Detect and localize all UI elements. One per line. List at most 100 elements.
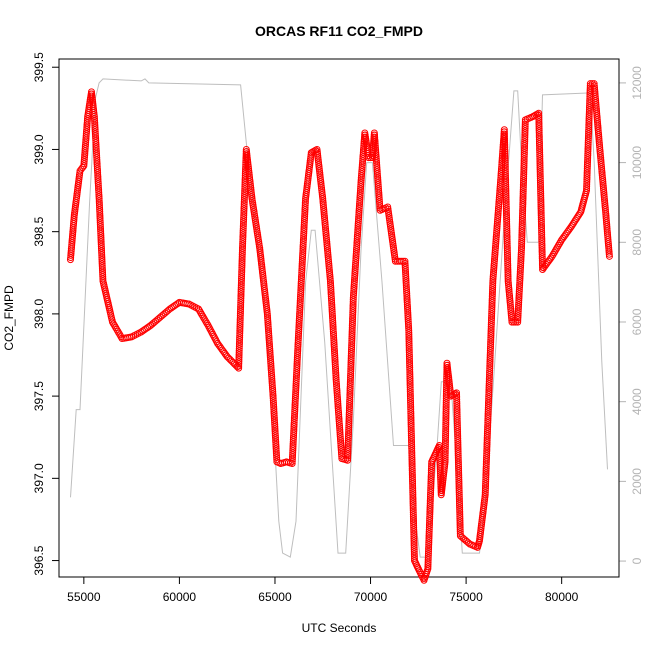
co2-point	[410, 528, 418, 536]
co2-point	[487, 334, 495, 342]
co2-point	[584, 149, 592, 157]
co2-point	[498, 163, 506, 171]
co2-point	[505, 281, 513, 289]
co2-point	[298, 264, 306, 272]
co2-point	[409, 508, 417, 516]
co2-point	[174, 299, 182, 307]
co2-point	[344, 441, 352, 449]
co2-point	[500, 126, 508, 134]
co2-point	[482, 467, 490, 475]
co2-point	[482, 465, 490, 473]
co2-point	[487, 342, 495, 350]
co2-point	[504, 279, 512, 287]
co2-point	[263, 312, 271, 320]
x-axis: 55000 60000 65000 70000 75000 80000	[67, 577, 579, 604]
co2-point	[520, 146, 528, 154]
co2-point	[235, 364, 243, 372]
co2-point	[454, 454, 462, 462]
co2-point	[484, 404, 492, 412]
co2-point	[93, 152, 101, 159]
co2-point	[455, 482, 463, 490]
co2-point	[426, 510, 434, 518]
co2-point	[326, 268, 334, 276]
co2-point	[426, 506, 434, 514]
co2-point	[95, 193, 103, 201]
co2-point	[596, 145, 604, 153]
co2-point	[326, 273, 334, 281]
co2-point	[406, 379, 414, 387]
co2-point	[355, 204, 363, 212]
y-tick-label: 399.5	[32, 52, 46, 82]
co2-point	[293, 367, 301, 375]
co2-point	[501, 134, 509, 142]
co2-point	[494, 205, 502, 213]
co2-point	[585, 123, 593, 131]
co2-point	[585, 112, 593, 120]
co2-point	[240, 205, 248, 213]
co2-point	[538, 237, 546, 245]
co2-point	[272, 445, 280, 453]
co2-point	[537, 192, 545, 200]
co2-point	[337, 439, 345, 447]
co2-point	[455, 480, 463, 488]
co2-point	[488, 290, 496, 298]
co2-point	[352, 252, 360, 260]
co2-point	[410, 539, 418, 547]
co2-point	[485, 373, 493, 381]
co2-point	[239, 233, 247, 241]
co2-point	[521, 125, 529, 133]
co2-point	[265, 340, 273, 348]
co2-point	[299, 247, 307, 255]
co2-point	[441, 443, 449, 451]
co2-point	[297, 288, 305, 296]
co2-point	[272, 436, 280, 444]
co2-point	[266, 353, 274, 361]
co2-point	[455, 465, 463, 473]
co2-point	[537, 211, 545, 219]
co2-point	[297, 275, 305, 283]
co2-point	[537, 194, 545, 202]
co2-point	[409, 493, 417, 501]
co2-point	[405, 326, 413, 334]
co2-point	[455, 471, 463, 479]
co2-point	[536, 177, 544, 185]
co2-point	[408, 456, 416, 464]
co2-point	[294, 336, 302, 344]
co2-point	[516, 279, 524, 287]
co2-point	[502, 189, 510, 197]
co2-point	[320, 208, 328, 216]
co2-point	[501, 165, 509, 173]
co2-point	[319, 201, 327, 209]
co2-point	[501, 170, 509, 178]
co2-point	[268, 383, 276, 391]
co2-point	[350, 287, 358, 295]
co2-point	[585, 117, 593, 125]
co2-point	[294, 341, 302, 349]
co2-point	[488, 299, 496, 307]
co2-point	[237, 299, 245, 307]
co2-point	[601, 199, 609, 207]
co2-point	[489, 270, 497, 278]
co2-point	[605, 248, 613, 256]
co2-point	[514, 316, 522, 324]
co2-point	[405, 322, 413, 330]
co2-point	[331, 358, 339, 366]
co2-point	[96, 212, 104, 220]
co2-point	[408, 475, 416, 483]
co2-point	[482, 471, 490, 479]
co2-point	[441, 458, 449, 466]
co2-point	[238, 253, 246, 261]
co2-point	[290, 431, 298, 439]
co2-point	[489, 284, 497, 292]
co2-point	[406, 366, 414, 374]
co2-point	[456, 499, 463, 507]
co2-point	[329, 323, 337, 331]
co2-point	[424, 556, 432, 564]
co2-point	[293, 354, 301, 362]
co2-point	[291, 401, 299, 409]
co2-point	[503, 213, 511, 221]
co2-point	[455, 476, 463, 484]
co2-point	[296, 295, 304, 303]
co2-point	[501, 143, 509, 151]
